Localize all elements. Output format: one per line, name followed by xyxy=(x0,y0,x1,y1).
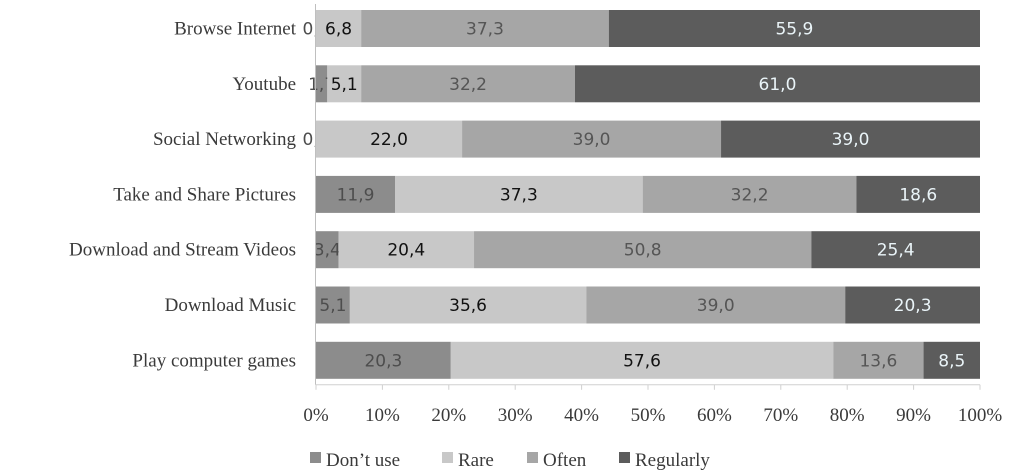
bar-often-social-networking xyxy=(462,120,722,158)
data-label-often-download-and-stream-videos: 50,8 xyxy=(624,241,662,261)
bar-often-take-and-share-pictures xyxy=(642,175,857,213)
x-tick-label: 40% xyxy=(564,405,599,426)
legend-label-regularly: Regularly xyxy=(635,450,710,471)
legend-swatch-often xyxy=(527,452,538,463)
data-label-often-play-computer-games: 13,6 xyxy=(859,351,897,371)
category-label-browse-internet: Browse Internet xyxy=(174,19,297,40)
bar-often-browse-internet xyxy=(361,10,609,47)
legend-label-rare: Rare xyxy=(458,450,494,471)
x-tick-label: 90% xyxy=(896,405,931,426)
data-label-don-t-use-play-computer-games: 20,3 xyxy=(364,351,402,371)
data-label-rare-browse-internet: 6,8 xyxy=(325,20,352,40)
legend: Don’t use Rare Often Regularly xyxy=(310,450,710,471)
x-tick-label: 10% xyxy=(365,405,400,426)
data-label-rare-download-and-stream-videos: 20,4 xyxy=(387,241,425,261)
bar-rare-take-and-share-pictures xyxy=(395,175,643,213)
category-label-download-music: Download Music xyxy=(165,295,296,316)
legend-swatch-rare xyxy=(442,452,453,463)
x-tick-label: 20% xyxy=(431,405,466,426)
bar-rare-social-networking xyxy=(316,120,463,158)
category-label-download-and-stream-videos: Download and Stream Videos xyxy=(69,240,296,261)
data-label-regularly-download-and-stream-videos: 25,4 xyxy=(877,241,915,261)
data-label-rare-youtube: 5,1 xyxy=(331,75,358,95)
x-tick-label: 30% xyxy=(498,405,533,426)
bar-don-t-use-play-computer-games xyxy=(316,341,451,379)
bar-often-download-and-stream-videos xyxy=(474,231,812,269)
data-label-often-social-networking: 39,0 xyxy=(573,130,611,150)
x-tick-label: 0% xyxy=(303,405,329,426)
data-label-rare-take-and-share-pictures: 37,3 xyxy=(500,185,538,205)
bar-often-play-computer-games xyxy=(833,341,924,379)
category-label-play-computer-games: Play computer games xyxy=(132,350,296,371)
data-label-regularly-play-computer-games: 8,5 xyxy=(938,351,965,371)
legend-label-often: Often xyxy=(543,450,587,471)
data-label-regularly-social-networking: 39,0 xyxy=(832,130,870,150)
plot-area: Browse Internet0,06,837,355,9Youtube1,75… xyxy=(69,10,980,379)
bar-rare-youtube xyxy=(327,65,362,103)
data-label-rare-social-networking: 22,0 xyxy=(370,130,408,150)
data-label-regularly-take-and-share-pictures: 18,6 xyxy=(899,185,937,205)
bar-regularly-social-networking xyxy=(721,120,980,158)
legend-swatch-regularly xyxy=(619,452,630,463)
category-label-youtube: Youtube xyxy=(232,74,296,95)
bar-often-youtube xyxy=(361,65,575,103)
legend-label-don-t-use: Don’t use xyxy=(326,450,400,471)
bar-regularly-play-computer-games xyxy=(923,341,980,379)
bar-often-download-music xyxy=(586,286,846,324)
data-label-don-t-use-download-music: 5,1 xyxy=(319,296,346,316)
bar-don-t-use-download-music xyxy=(316,286,350,324)
data-label-regularly-browse-internet: 55,9 xyxy=(775,20,813,40)
bar-regularly-take-and-share-pictures xyxy=(856,175,980,213)
bar-rare-download-and-stream-videos xyxy=(338,231,475,269)
bar-regularly-download-and-stream-videos xyxy=(811,231,980,269)
bar-regularly-youtube xyxy=(574,65,980,103)
x-axis: 0% 10% 20% 30% 40% 50% 60% 70% 80% 90% 100% xyxy=(303,4,1002,426)
category-label-take-and-share-pictures: Take and Share Pictures xyxy=(113,184,296,205)
x-tick-label: 50% xyxy=(631,405,666,426)
data-label-rare-download-music: 35,6 xyxy=(449,296,487,316)
data-label-regularly-youtube: 61,0 xyxy=(759,75,797,95)
data-label-regularly-download-music: 20,3 xyxy=(894,296,932,316)
x-tick-label: 100% xyxy=(958,405,1003,426)
bar-rare-download-music xyxy=(349,286,587,324)
bar-regularly-download-music xyxy=(845,286,980,324)
x-tick-label: 80% xyxy=(830,405,865,426)
x-tick-label: 70% xyxy=(763,405,798,426)
data-label-don-t-use-take-and-share-pictures: 11,9 xyxy=(337,185,375,205)
bar-regularly-browse-internet xyxy=(608,10,980,47)
category-label-social-networking: Social Networking xyxy=(153,129,297,150)
x-tick-label: 60% xyxy=(697,405,732,426)
bar-don-t-use-youtube xyxy=(316,65,328,103)
bar-rare-play-computer-games xyxy=(450,341,834,379)
bar-don-t-use-download-and-stream-videos xyxy=(316,231,339,269)
data-label-rare-play-computer-games: 57,6 xyxy=(623,351,661,371)
data-label-often-youtube: 32,2 xyxy=(449,75,487,95)
bar-don-t-use-take-and-share-pictures xyxy=(316,175,396,213)
data-label-often-download-music: 39,0 xyxy=(697,296,735,316)
data-label-often-take-and-share-pictures: 32,2 xyxy=(731,185,769,205)
data-label-often-browse-internet: 37,3 xyxy=(466,20,504,40)
legend-swatch-don-t-use xyxy=(310,452,321,463)
bar-rare-browse-internet xyxy=(316,10,362,47)
data-label-don-t-use-download-and-stream-videos: 3,4 xyxy=(314,241,341,261)
